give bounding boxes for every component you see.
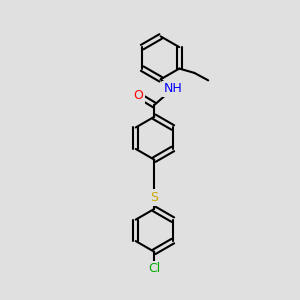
Text: O: O [133,89,143,102]
Text: NH: NH [164,82,183,95]
Text: S: S [150,190,158,204]
Text: Cl: Cl [148,262,160,275]
